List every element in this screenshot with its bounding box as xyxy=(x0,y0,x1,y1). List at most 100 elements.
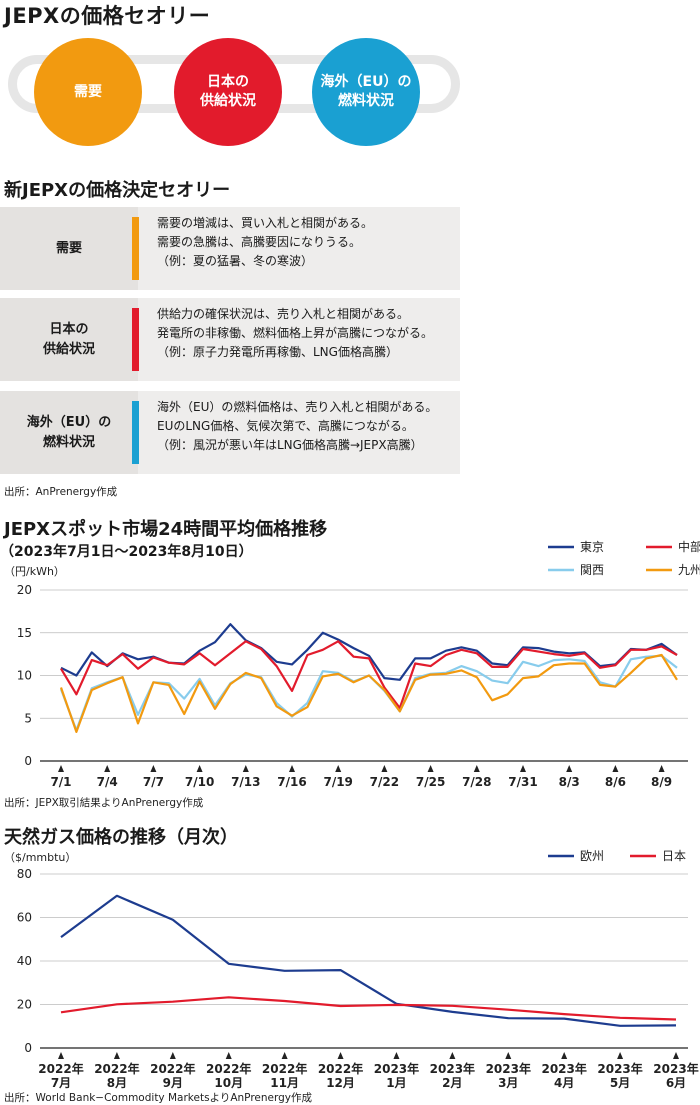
chart1-unit: （円/kWh） xyxy=(4,565,65,578)
x-tick-marker xyxy=(225,1052,232,1059)
x-tick-marker xyxy=(337,1052,344,1059)
circle-overseas-fuel: 海外（EU）の 燃料状況 xyxy=(312,38,420,146)
chart2-source: 出所：World Bank−Commodity MarketsよりAnPrene… xyxy=(4,1092,312,1104)
x-tick-label: 2022年 8月 xyxy=(94,1061,139,1090)
x-tick-label: 7/22 xyxy=(370,775,399,789)
row-line: （例：風況が悪い年はLNG価格高騰→JEPX高騰） xyxy=(157,438,423,453)
x-tick-label: 8/6 xyxy=(605,775,626,789)
x-tick-marker xyxy=(150,765,157,772)
legend-label: 関西 xyxy=(580,563,604,577)
x-tick-marker xyxy=(169,1052,176,1059)
x-tick-label: 7/10 xyxy=(185,775,214,789)
x-tick-label: 7/4 xyxy=(97,775,118,789)
row-line: 海外（EU）の燃料価格は、売り入札と相関がある。 xyxy=(157,400,438,414)
x-tick-marker xyxy=(612,765,619,772)
x-tick-marker xyxy=(673,1052,679,1059)
row-label: 海外（EU）の 燃料状況 xyxy=(0,391,138,474)
x-tick-label: 2023年 1月 xyxy=(374,1061,419,1090)
x-tick-marker xyxy=(449,1052,456,1059)
x-tick-label: 2022年 9月 xyxy=(150,1061,195,1090)
x-tick-marker xyxy=(381,765,388,772)
row-color-bar xyxy=(132,308,139,371)
x-tick-label: 2022年 12月 xyxy=(318,1061,363,1090)
chart1-source: 出所：JEPX取引結果よりAnPrenergy作成 xyxy=(4,797,204,809)
x-tick-label: 2023年 5月 xyxy=(597,1061,642,1090)
circle-japan-supply: 日本の 供給状況 xyxy=(174,38,282,146)
series-line-2 xyxy=(60,640,678,710)
x-tick-marker xyxy=(58,1052,64,1059)
x-tick-label: 7/19 xyxy=(323,775,352,789)
gas-price-chart: 0 20 40 60 80 欧州 日本 2022年 7月 2022年 8月 2022年 9月 2022年 1… xyxy=(17,849,699,1090)
y-tick-label: 10 xyxy=(17,669,32,683)
y-tick-label: 15 xyxy=(17,626,32,640)
x-tick-label: 8/9 xyxy=(651,775,672,789)
x-tick-marker xyxy=(104,765,111,772)
x-tick-marker xyxy=(473,765,480,772)
row-text: 需要の増減は、買い入札と相関がある。 需要の急騰は、高騰要因になりうる。 （例：… xyxy=(157,214,373,272)
x-tick-marker xyxy=(242,765,249,772)
row-line: （例：原子力発電所再稼働、LNG価格高騰） xyxy=(157,345,398,360)
chart2-title: 天然ガス価格の推移（月次） xyxy=(4,827,238,848)
x-tick-label: 7/1 xyxy=(50,775,71,789)
y-tick-label: 20 xyxy=(17,583,32,597)
x-tick-marker xyxy=(658,765,665,772)
y-tick-label: 0 xyxy=(24,1041,32,1055)
chart1-subtitle: （2023年7月1日～2023年8月10日） xyxy=(0,544,253,560)
chart1-title: JEPXスポット市場24時間平均価格推移 xyxy=(4,519,328,540)
x-tick-label: 2023年 2月 xyxy=(430,1061,475,1090)
row-text: 供給力の確保状況は、売り入札と相関がある。 発電所の非稼働、燃料価格上昇が高騰に… xyxy=(157,305,433,363)
row-line: EUのLNG価格、気候次第で、高騰につながる。 xyxy=(157,419,414,434)
row-line: （例：夏の猛暑、冬の寒波） xyxy=(157,254,314,269)
series-line-3 xyxy=(59,654,678,732)
x-tick-label: 2023年 4月 xyxy=(541,1061,586,1090)
theory-row-overseas-fuel: 海外（EU）の 燃料状況 海外（EU）の燃料価格は、売り入札と相関がある。 EU… xyxy=(0,391,460,474)
x-tick-marker xyxy=(520,765,526,772)
row-line: 需要の急騰は、高騰要因になりうる。 xyxy=(157,235,362,250)
x-tick-marker xyxy=(289,765,295,772)
x-tick-marker xyxy=(196,765,203,772)
series-line-4 xyxy=(59,653,678,733)
row-text: 海外（EU）の燃料価格は、売り入札と相関がある。 EUのLNG価格、気候次第で、… xyxy=(157,398,437,456)
series-line-2 xyxy=(60,996,677,1021)
x-tick-label: 2023年 3月 xyxy=(486,1061,531,1090)
y-tick-label: 80 xyxy=(17,867,32,881)
x-tick-marker xyxy=(566,765,573,772)
x-tick-marker xyxy=(561,1052,568,1059)
row-line: 発電所の非稼働、燃料価格上昇が高騰につながる。 xyxy=(157,326,434,341)
circle-demand: 需要 xyxy=(34,38,142,146)
x-tick-label: 2022年 11月 xyxy=(262,1061,307,1090)
x-tick-label: 2022年 7月 xyxy=(38,1061,83,1090)
row-line: 供給力の確保状況は、売り入札と相関がある。 xyxy=(157,307,410,321)
y-tick-label: 5 xyxy=(24,711,32,725)
legend-label: 九州 xyxy=(678,563,700,577)
x-tick-marker xyxy=(281,1052,288,1059)
row-color-bar xyxy=(132,401,139,464)
series-line-1 xyxy=(60,894,677,1027)
row-line: 需要の増減は、買い入札と相関がある。 xyxy=(157,216,374,230)
x-tick-label: 7/7 xyxy=(143,775,164,789)
y-tick-label: 60 xyxy=(17,911,32,925)
new-theory-source: 出所：AnPrenergy作成 xyxy=(4,486,118,498)
x-tick-label: 8/3 xyxy=(559,775,580,789)
chart2-unit: （$/mmbtu） xyxy=(4,851,77,864)
x-tick-marker xyxy=(505,1052,512,1059)
x-tick-label: 2023年 6月 xyxy=(653,1061,698,1090)
x-tick-marker xyxy=(617,1052,624,1059)
x-tick-marker xyxy=(58,765,64,772)
y-tick-label: 0 xyxy=(24,754,32,768)
new-theory-title: 新JEPXの価格決定セオリー xyxy=(4,180,231,201)
x-tick-marker xyxy=(335,765,342,772)
theory-title: JEPXの価格セオリー xyxy=(4,4,211,28)
x-tick-label: 7/13 xyxy=(231,775,260,789)
legend-label: 中部 xyxy=(678,539,700,554)
y-tick-label: 40 xyxy=(17,954,32,968)
row-label: 日本の 供給状況 xyxy=(0,298,138,381)
x-tick-label: 2022年 10月 xyxy=(206,1061,251,1090)
x-tick-marker xyxy=(427,765,434,772)
theory-row-japan-supply: 日本の 供給状況 供給力の確保状況は、売り入札と相関がある。 発電所の非稼働、燃… xyxy=(0,298,460,381)
theory-row-demand: 需要 需要の増減は、買い入札と相関がある。 需要の急騰は、高騰要因になりうる。 … xyxy=(0,207,460,290)
x-tick-label: 7/28 xyxy=(462,775,491,789)
x-tick-marker xyxy=(113,1052,120,1059)
x-tick-label: 7/31 xyxy=(508,775,537,789)
